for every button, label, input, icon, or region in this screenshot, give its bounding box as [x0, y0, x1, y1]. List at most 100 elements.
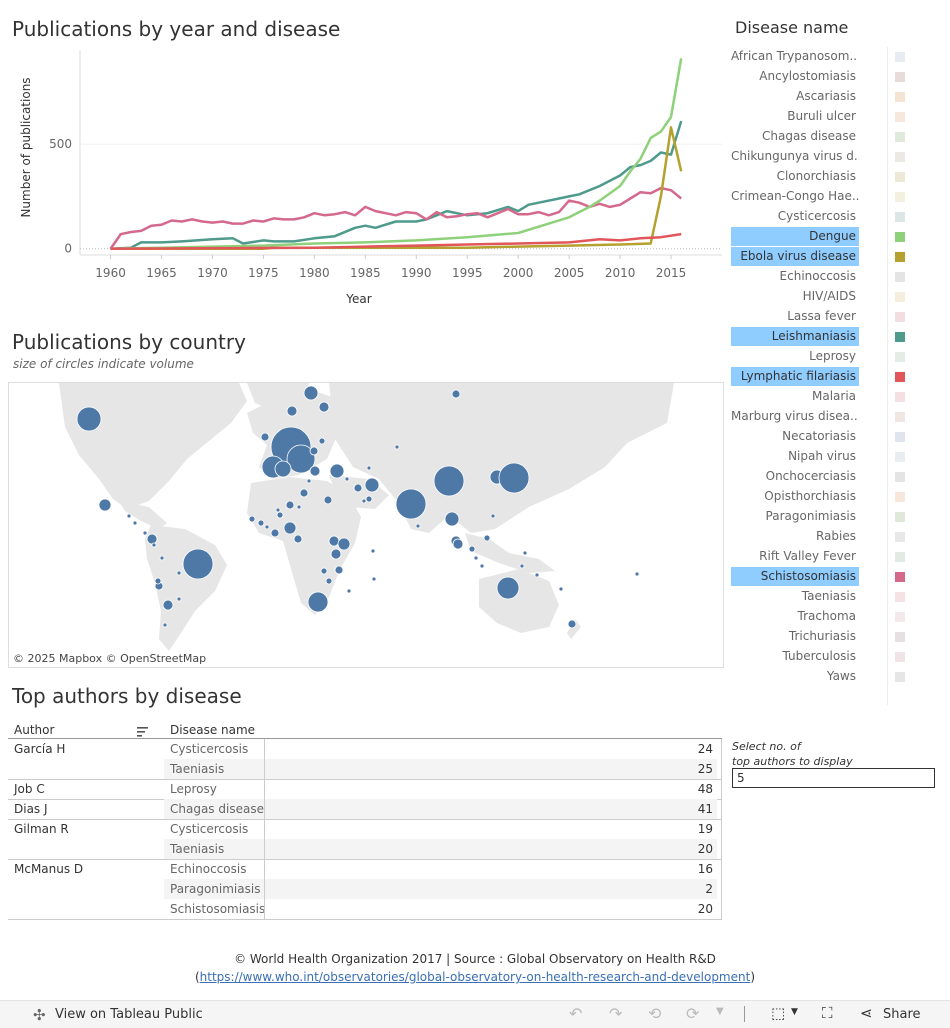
- legend-item[interactable]: Rift Valley Fever: [759, 549, 856, 563]
- tableau-logo-icon[interactable]: ✣: [33, 1006, 46, 1024]
- legend-swatch[interactable]: [895, 352, 905, 362]
- legend-swatch[interactable]: [895, 332, 905, 342]
- legend-swatch[interactable]: [895, 412, 905, 422]
- table-header-rule: [8, 738, 722, 739]
- fullscreen-icon[interactable]: ⛶: [822, 1004, 833, 1022]
- world-map-canvas[interactable]: [9, 383, 723, 667]
- country-volume-circle: [452, 538, 464, 550]
- sort-icon[interactable]: [137, 723, 149, 737]
- legend-swatch[interactable]: [895, 272, 905, 282]
- world-map[interactable]: © 2025 Mapbox © OpenStreetMap: [8, 382, 724, 668]
- legend-item[interactable]: Paragonimiasis: [765, 509, 856, 523]
- legend-item[interactable]: Leishmaniasis: [731, 327, 859, 346]
- legend-item[interactable]: Tuberculosis: [782, 649, 857, 663]
- table-row[interactable]: Taeniasis 25: [8, 759, 722, 779]
- country-volume-circle: [323, 495, 333, 505]
- legend-item[interactable]: Ebola virus disease: [731, 247, 859, 266]
- legend-swatch[interactable]: [895, 432, 905, 442]
- legend-swatch[interactable]: [895, 232, 905, 242]
- y-tick-label: 500: [49, 137, 72, 151]
- legend-swatch[interactable]: [895, 172, 905, 182]
- legend-swatch[interactable]: [895, 192, 905, 202]
- legend-item[interactable]: Ancylostomiasis: [759, 69, 856, 83]
- legend-item[interactable]: Chagas disease: [762, 129, 856, 143]
- legend-item[interactable]: Ascariasis: [796, 89, 856, 103]
- legend-swatch[interactable]: [895, 652, 905, 662]
- download-dropdown-icon[interactable]: ▼: [791, 1007, 798, 1017]
- table-row[interactable]: Job C Leprosy 48: [8, 779, 722, 799]
- legend-swatch[interactable]: [895, 392, 905, 402]
- legend-swatch[interactable]: [895, 672, 905, 682]
- legend-item[interactable]: Dengue: [731, 227, 859, 246]
- legend-item[interactable]: African Trypanosom..: [731, 49, 858, 63]
- legend-item[interactable]: Trachoma: [797, 609, 856, 623]
- column-header-author[interactable]: Author: [14, 723, 55, 737]
- legend-swatch[interactable]: [895, 592, 905, 602]
- column-header-disease[interactable]: Disease name: [170, 723, 256, 737]
- legend-item[interactable]: Necatoriasis: [782, 429, 856, 443]
- legend-item[interactable]: Onchocerciasis: [765, 469, 856, 483]
- legend-item[interactable]: Lymphatic filariasis: [731, 367, 859, 386]
- table-row[interactable]: García H Cysticercosis 24: [8, 739, 722, 759]
- legend-item[interactable]: Clonorchiasis: [776, 169, 856, 183]
- legend-swatch[interactable]: [895, 252, 905, 262]
- legend-swatch[interactable]: [895, 472, 905, 482]
- legend-swatch[interactable]: [895, 492, 905, 502]
- redo-icon[interactable]: ↷: [609, 1004, 623, 1023]
- legend-item[interactable]: Echinoccosis: [779, 269, 856, 283]
- table-row[interactable]: Paragonimiasis 2: [8, 879, 722, 899]
- legend-item[interactable]: HIV/AIDS: [802, 289, 856, 303]
- legend-item[interactable]: Buruli ulcer: [787, 109, 856, 123]
- legend-swatch[interactable]: [895, 112, 905, 122]
- table-row[interactable]: Dias J Chagas disease 41: [8, 799, 722, 819]
- legend-swatch[interactable]: [895, 532, 905, 542]
- revert-icon[interactable]: ⟲: [648, 1004, 662, 1023]
- legend-swatch[interactable]: [895, 212, 905, 222]
- legend-item[interactable]: Malaria: [811, 389, 856, 403]
- legend-item[interactable]: Trichuriasis: [788, 629, 856, 643]
- x-tick-label: 2000: [503, 266, 534, 280]
- legend-item[interactable]: Cysticercosis: [777, 209, 856, 223]
- footer-link[interactable]: https://www.who.int/observatories/global…: [199, 970, 751, 984]
- legend-swatch[interactable]: [895, 632, 905, 642]
- legend-item[interactable]: Opisthorchiasis: [764, 489, 856, 503]
- share-button[interactable]: Share: [883, 1007, 921, 1022]
- legend-swatch[interactable]: [895, 552, 905, 562]
- country-volume-circle: [132, 520, 138, 526]
- legend-item[interactable]: Nipah virus: [788, 449, 856, 463]
- legend-swatch[interactable]: [895, 452, 905, 462]
- table-row[interactable]: Gilman R Cysticercosis 19: [8, 819, 722, 839]
- share-icon[interactable]: ⋖: [860, 1004, 873, 1022]
- refresh-icon[interactable]: ⟳: [686, 1004, 700, 1023]
- top-authors-input[interactable]: 5: [732, 768, 935, 788]
- legend-swatch[interactable]: [895, 72, 905, 82]
- pause-dropdown-icon[interactable]: ▼: [716, 1006, 724, 1017]
- legend-item[interactable]: Schistosomiasis: [731, 567, 859, 586]
- legend-swatch[interactable]: [895, 312, 905, 322]
- undo-icon[interactable]: ↶: [569, 1004, 583, 1023]
- download-icon[interactable]: ⬚: [771, 1004, 786, 1022]
- legend-item[interactable]: Leprosy: [809, 349, 856, 363]
- legend-swatch[interactable]: [895, 572, 905, 582]
- legend-item[interactable]: Taeniasis: [801, 589, 856, 603]
- table-row[interactable]: Taeniasis 20: [8, 839, 722, 859]
- legend-swatch[interactable]: [895, 372, 905, 382]
- legend-item[interactable]: Marburg virus disea..: [731, 409, 858, 423]
- view-on-tableau-link[interactable]: View on Tableau Public: [55, 1007, 203, 1022]
- legend-swatch[interactable]: [895, 152, 905, 162]
- country-volume-circle: [567, 619, 577, 629]
- legend-swatch[interactable]: [895, 292, 905, 302]
- legend-swatch[interactable]: [895, 132, 905, 142]
- legend-item[interactable]: Yaws: [826, 669, 856, 683]
- legend-item[interactable]: Lassa fever: [787, 309, 856, 323]
- legend-swatch[interactable]: [895, 512, 905, 522]
- table-row[interactable]: McManus D Echinoccosis 16: [8, 859, 722, 879]
- legend-swatch[interactable]: [895, 52, 905, 62]
- table-row[interactable]: Schistosomiasis 20: [8, 899, 722, 919]
- legend-item[interactable]: Rabies: [815, 529, 856, 543]
- legend-item[interactable]: Crimean-Congo Hae..: [731, 189, 859, 203]
- legend-swatch[interactable]: [895, 612, 905, 622]
- legend-swatch[interactable]: [895, 92, 905, 102]
- disease-cell: Leprosy: [170, 782, 217, 796]
- legend-item[interactable]: Chikungunya virus d..: [731, 149, 859, 163]
